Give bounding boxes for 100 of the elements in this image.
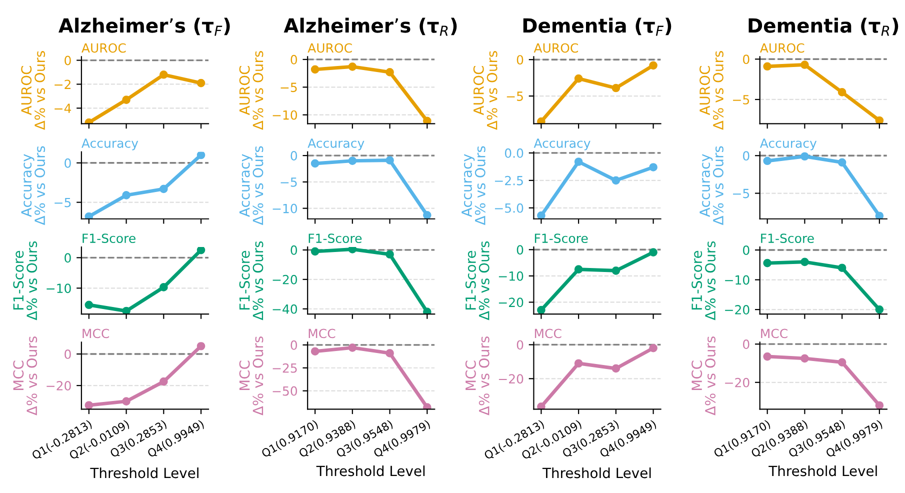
y-tick-label: −10 — [272, 204, 298, 214]
point — [649, 61, 658, 70]
chart-subtitle: AUROC — [308, 43, 352, 53]
y-tick-label: −10 — [725, 275, 750, 285]
point — [84, 401, 94, 410]
point — [612, 266, 620, 275]
point — [348, 156, 357, 165]
point — [800, 60, 809, 69]
y-tick-label: 0 — [290, 245, 298, 255]
point — [800, 258, 809, 266]
y-axis-title: Accuracy Δ% vs Ours — [700, 146, 724, 226]
chart-subtitle: Accuracy — [760, 138, 817, 150]
y-tick-label: −5 — [733, 95, 750, 104]
y-tick-label: −10 — [46, 284, 71, 294]
y-tick-label: −20 — [46, 381, 71, 390]
y-tick-label: −50 — [272, 386, 298, 396]
y-tick-label: 0 — [290, 340, 298, 350]
chart-subtitle: AUROC — [760, 43, 804, 53]
y-tick-label: 0 — [64, 349, 71, 359]
y-tick-label: −5 — [506, 92, 523, 101]
point — [310, 347, 320, 356]
point — [800, 152, 809, 161]
point — [574, 158, 583, 166]
y-axis-title: AUROC Δ% vs Ours — [239, 51, 264, 130]
point — [196, 152, 206, 160]
point — [159, 184, 168, 194]
point — [159, 377, 168, 386]
point — [386, 349, 394, 358]
y-tick-label: −5 — [54, 198, 71, 208]
point — [838, 158, 846, 167]
point — [348, 62, 357, 71]
y-tick-label: 0 — [743, 54, 750, 64]
point — [800, 354, 809, 363]
x-axis-title: Threshold Level — [316, 465, 425, 476]
y-axis-title: MCC Δ% vs Ours — [692, 336, 716, 416]
point — [612, 364, 620, 373]
point — [422, 116, 432, 124]
chart-title: Alzheimer’s (τ$_{F}$) — [58, 18, 230, 36]
y-tick-label: −5 — [733, 188, 750, 198]
chart-subtitle: MCC — [534, 328, 562, 338]
y-tick-label: −20 — [498, 298, 524, 308]
point — [122, 96, 130, 104]
chart-title: Alzheimer’s (τ$_{R}$) — [284, 18, 457, 36]
y-tick-label: 0 — [743, 151, 750, 161]
chart-title: Dementia (τ$_{R}$) — [748, 18, 898, 36]
point — [649, 163, 658, 172]
y-tick-label: −4 — [54, 104, 72, 113]
chart-subtitle: F1-Score — [761, 234, 814, 244]
chart-subtitle: AUROC — [82, 43, 126, 53]
point — [875, 305, 884, 314]
y-tick-label: 0 — [516, 55, 524, 65]
y-tick-label: −2.5 — [494, 176, 523, 186]
chart-subtitle: MCC — [308, 328, 336, 338]
chart-subtitle: MCC — [82, 328, 110, 338]
chart-subtitle: AUROC — [534, 43, 578, 53]
point — [422, 308, 432, 314]
y-axis-title: Accuracy Δ% vs Ours — [462, 146, 486, 226]
point — [196, 78, 206, 88]
x-axis-title: Threshold Level — [768, 465, 877, 476]
y-axis-title: MCC Δ% vs Ours — [465, 336, 490, 416]
y-tick-label: −40 — [272, 304, 298, 314]
point — [122, 191, 130, 200]
chart-title: Dementia (τ$_{F}$) — [523, 18, 672, 36]
y-axis-title: F1-Score Δ% vs Ours — [692, 241, 716, 320]
chart-subtitle: MCC — [761, 328, 788, 338]
chart-subtitle: Accuracy — [82, 138, 138, 150]
point — [348, 247, 357, 254]
y-axis-title: AUROC Δ% vs Ours — [700, 51, 724, 130]
point — [574, 359, 583, 368]
y-tick-label: −5 — [280, 82, 297, 92]
y-tick-label: −10 — [498, 271, 524, 281]
point — [763, 352, 772, 361]
y-tick-label: 0 — [64, 158, 71, 168]
y-tick-label: 0 — [516, 340, 524, 350]
y-tick-label: 0 — [290, 151, 298, 160]
point — [159, 70, 168, 79]
y-tick-label: 0 — [743, 340, 750, 350]
point — [838, 88, 846, 96]
y-tick-label: −2 — [54, 80, 70, 89]
y-axis-title: MCC Δ% vs Ours — [13, 336, 38, 416]
point — [310, 247, 320, 256]
point — [537, 211, 546, 219]
point — [310, 65, 320, 74]
y-axis-title: AUROC Δ% vs Ours — [473, 51, 498, 130]
y-tick-label: −5.0 — [494, 203, 524, 213]
y-tick-label: 0 — [64, 253, 71, 263]
y-axis-title: Accuracy Δ% vs Ours — [239, 146, 264, 226]
y-axis-title: AUROC Δ% vs Ours — [21, 51, 46, 130]
point — [875, 401, 884, 410]
point — [612, 176, 620, 185]
point — [537, 402, 546, 410]
point — [537, 117, 546, 124]
point — [612, 84, 620, 92]
chart-subtitle: Accuracy — [308, 138, 364, 150]
y-axis-title: Accuracy Δ% vs Ours — [21, 146, 46, 226]
y-tick-label: −5 — [280, 178, 297, 187]
point — [159, 283, 168, 292]
point — [574, 265, 583, 274]
point — [122, 397, 130, 406]
point — [310, 159, 320, 168]
